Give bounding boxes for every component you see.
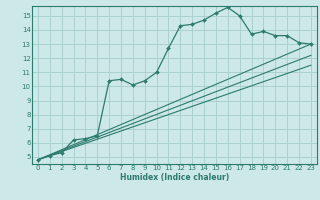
X-axis label: Humidex (Indice chaleur): Humidex (Indice chaleur) <box>120 173 229 182</box>
